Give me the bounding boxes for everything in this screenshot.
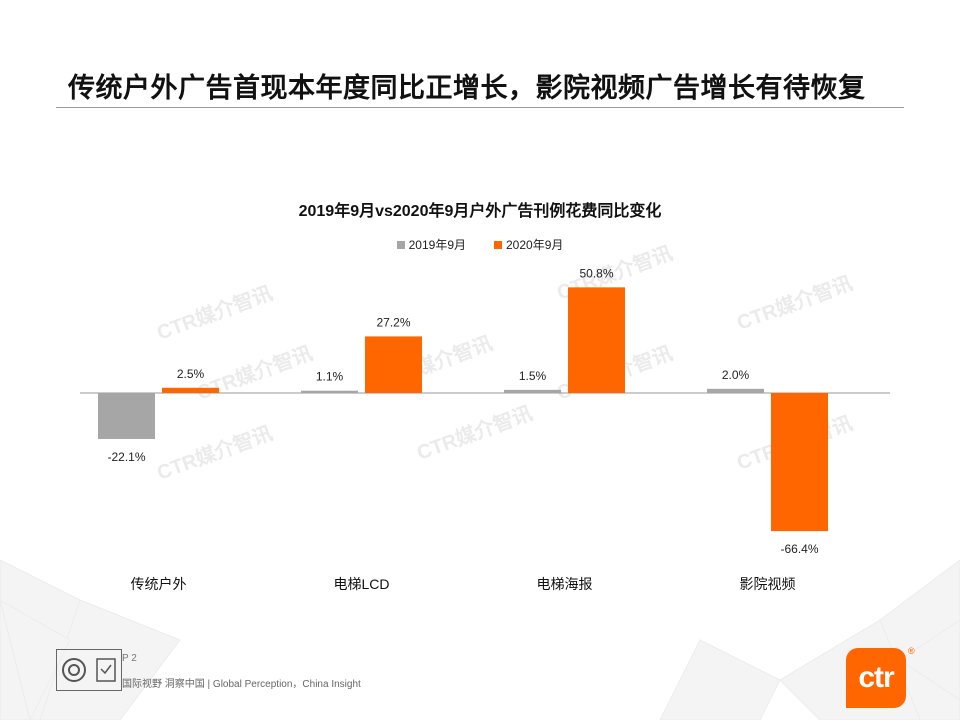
data-label-elevator-lcd-2019: 1.1% bbox=[316, 370, 344, 384]
watermark-text: CTR媒介智讯 bbox=[154, 281, 276, 345]
quality-mark-icon bbox=[96, 658, 116, 682]
data-label-elevator-poster-2019: 1.5% bbox=[519, 369, 547, 383]
page-number: P 2 bbox=[122, 653, 137, 664]
ctr-logo: ctr bbox=[846, 648, 906, 708]
legend-label-2019: 2019年9月 bbox=[408, 238, 466, 252]
bar-cinema-video-2019 bbox=[707, 388, 764, 393]
category-label-cinema-video: 影院视频 bbox=[740, 576, 796, 592]
data-label-outdoor-2020: 2.5% bbox=[177, 367, 205, 381]
data-label-elevator-lcd-2020: 27.2% bbox=[376, 315, 410, 329]
bar-elevator-lcd-2019 bbox=[301, 390, 358, 393]
category-label-outdoor: 传统户外 bbox=[131, 576, 187, 592]
chart-legend: 2019年9月 2020年9月 bbox=[0, 236, 960, 253]
footer-tagline: 国际视野 洞察中国 | Global Perception，China Insi… bbox=[122, 679, 361, 690]
category-label-elevator-lcd: 电梯LCD bbox=[333, 576, 389, 592]
legend-swatch-2020 bbox=[494, 240, 502, 249]
bar-outdoor-2019 bbox=[98, 393, 155, 439]
legend-swatch-2019 bbox=[396, 240, 405, 249]
bar-elevator-lcd-2020 bbox=[365, 336, 422, 393]
bar-outdoor-2020 bbox=[162, 387, 219, 393]
data-label-outdoor-2019: -22.1% bbox=[107, 450, 145, 464]
registered-mark: ® bbox=[908, 646, 915, 656]
data-label-cinema-video-2019: 2.0% bbox=[722, 368, 750, 382]
data-label-elevator-poster-2020: 50.8% bbox=[579, 266, 613, 280]
watermark-text: CTR媒介智讯 bbox=[194, 341, 316, 405]
data-label-cinema-video-2020: -66.4% bbox=[780, 542, 818, 556]
certification-box bbox=[56, 649, 122, 691]
bar-elevator-poster-2019 bbox=[504, 389, 561, 393]
chart-title: 2019年9月vs2020年9月户外广告刊例花费同比变化 bbox=[298, 203, 662, 220]
watermark-text: CTR媒介智讯 bbox=[154, 421, 276, 485]
sgs-cert-icon bbox=[62, 658, 86, 682]
watermark-text: CTR媒介智讯 bbox=[734, 271, 856, 335]
category-label-elevator-poster: 电梯海报 bbox=[537, 576, 593, 592]
bar-cinema-video-2020 bbox=[771, 393, 828, 532]
legend-label-2020: 2020年9月 bbox=[506, 238, 564, 252]
bar-elevator-poster-2020 bbox=[568, 287, 625, 393]
page-title: 传统户外广告首现本年度同比正增长，影院视频广告增长有待恢复 bbox=[68, 73, 866, 103]
title-divider bbox=[56, 107, 904, 108]
legend-item-2020: 2020年9月 bbox=[494, 236, 563, 253]
legend-item-2019: 2019年9月 bbox=[396, 236, 466, 253]
watermark-text: CTR媒介智讯 bbox=[414, 401, 536, 465]
